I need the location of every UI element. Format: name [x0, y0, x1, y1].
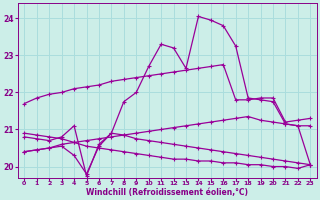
X-axis label: Windchill (Refroidissement éolien,°C): Windchill (Refroidissement éolien,°C)	[86, 188, 248, 197]
